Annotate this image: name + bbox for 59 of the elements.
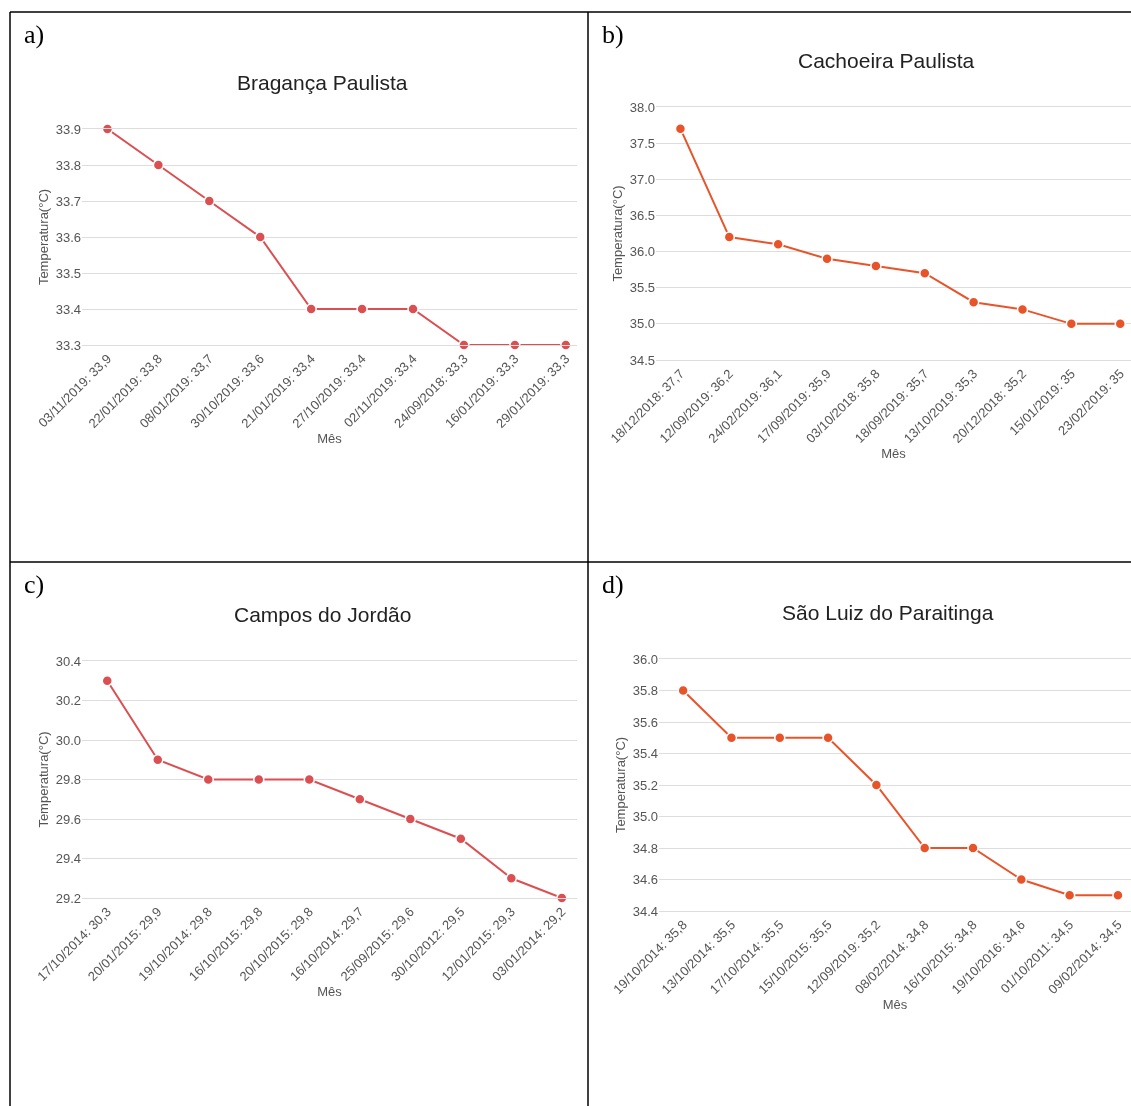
y-tick-label: 35.5 [629,280,655,296]
y-tick-label: 29.2 [55,890,81,906]
chart-title: Bragança Paulista [237,71,408,94]
x-axis-title: Mês [317,430,343,446]
point [203,195,216,207]
text: d) [602,570,624,599]
y-tick-label: 29.4 [55,851,81,867]
y-axis-title: Temperatura(°C) [35,188,51,286]
chart-title: Campos do Jordão [234,603,412,626]
point [254,231,266,243]
y-tick-label: 34.5 [629,352,655,368]
point [822,732,834,744]
point [407,303,419,315]
y-tick-label: 34.8 [632,840,658,856]
y-tick-label: 30.0 [55,732,81,748]
text: b) [602,20,624,49]
point [356,303,368,315]
y-tick-label: 33.8 [55,157,81,173]
x-axis-title: Mês [317,983,343,999]
y-tick-label: 33.4 [55,301,81,317]
y-tick-label: 34.4 [632,903,658,919]
y-tick-label: 29.8 [55,772,81,788]
y-tick-label: 35.0 [632,809,658,825]
y-tick-label: 30.4 [55,653,81,669]
y-tick-label: 35.8 [632,683,658,699]
y-tick-label: 34.6 [632,872,658,888]
point [305,303,317,315]
point [870,779,883,791]
x-axis-title: Mês [882,996,908,1012]
point [918,842,931,854]
chart-title: Cachoeira Paulista [798,49,975,72]
y-axis-title: Temperatura(°C) [612,736,628,834]
y-tick-label: 36.5 [629,207,655,223]
y-tick-label: 29.6 [55,811,81,827]
y-tick-label: 35.2 [632,777,658,793]
y-tick-label: 33.7 [55,193,81,209]
text: a) [24,20,45,49]
y-axis-title: Temperatura(°C) [35,731,51,828]
y-tick-label: 33.3 [55,337,81,353]
point [404,813,417,825]
point [152,159,165,171]
y-tick-label: 36.0 [629,244,655,260]
y-tick-label: 37.0 [629,171,655,187]
y-axis-title: Temperatura(°C) [609,185,625,282]
point [967,842,979,854]
y-tick-label: 33.9 [55,121,81,137]
y-tick-label: 38.0 [629,99,655,115]
y-tick-label: 33.5 [55,265,81,281]
point [870,260,882,272]
x-axis-title: Mês [881,445,907,461]
y-tick-label: 30.2 [55,693,81,709]
y-tick-label: 35.0 [629,316,655,332]
y-tick-label: 33.6 [55,229,81,245]
text: c) [24,570,45,599]
y-tick-label: 36.0 [632,651,658,667]
y-tick-label: 35.4 [632,746,658,762]
y-tick-label: 37.5 [629,135,655,151]
y-tick-label: 35.6 [632,714,658,730]
chart-title: São Luiz do Paraitinga [782,601,994,624]
